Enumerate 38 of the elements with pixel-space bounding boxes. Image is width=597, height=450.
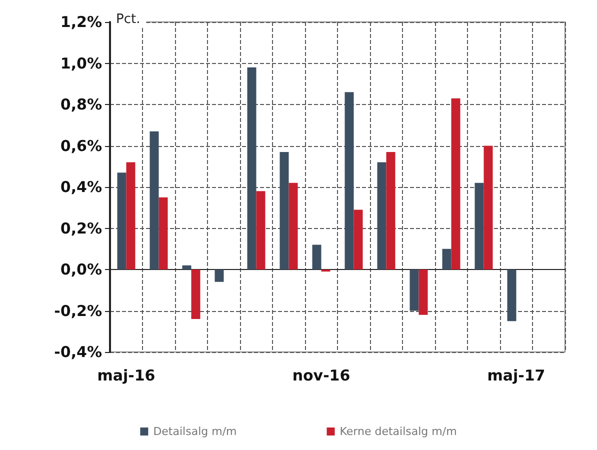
x-tick-label: maj-16 [97,366,156,384]
bar [410,270,419,311]
bar [158,197,168,270]
y-tick-label: 0,2% [60,219,102,238]
bar [442,248,452,270]
bar [256,191,266,270]
bar [418,270,428,315]
bar [484,146,493,270]
x-tick-label: nov-16 [292,366,350,384]
y-tick-label: 1,2% [60,13,102,31]
bar [288,182,298,270]
bar [507,270,516,322]
bar [474,182,484,270]
bar [354,210,363,270]
bar [117,172,126,270]
bar [377,162,386,270]
bar [150,131,159,270]
bar [247,67,256,270]
bar [280,152,289,270]
y-tick-label: 0,8% [60,96,102,114]
y-tick-label: 1,0% [60,54,102,72]
legend-label: Detailsalg m/m [153,425,237,438]
bar [386,152,396,270]
bar [126,162,136,270]
bar [191,270,200,319]
bar [344,92,354,270]
y-tick-label: 0,4% [60,178,102,196]
y-tick-label: -0,2% [54,302,102,320]
bar [214,270,224,282]
legend-label: Kerne detailsalg m/m [340,425,457,438]
bar [182,265,192,270]
y-tick-label: 0,0% [60,260,102,278]
x-tick-label: maj-17 [487,366,546,384]
bar [312,244,322,270]
bar [451,98,460,270]
y-tick-label: 0,6% [60,136,102,155]
y-axis-title: Pct. [116,12,140,27]
y-tick-label: -0,4% [54,343,102,361]
